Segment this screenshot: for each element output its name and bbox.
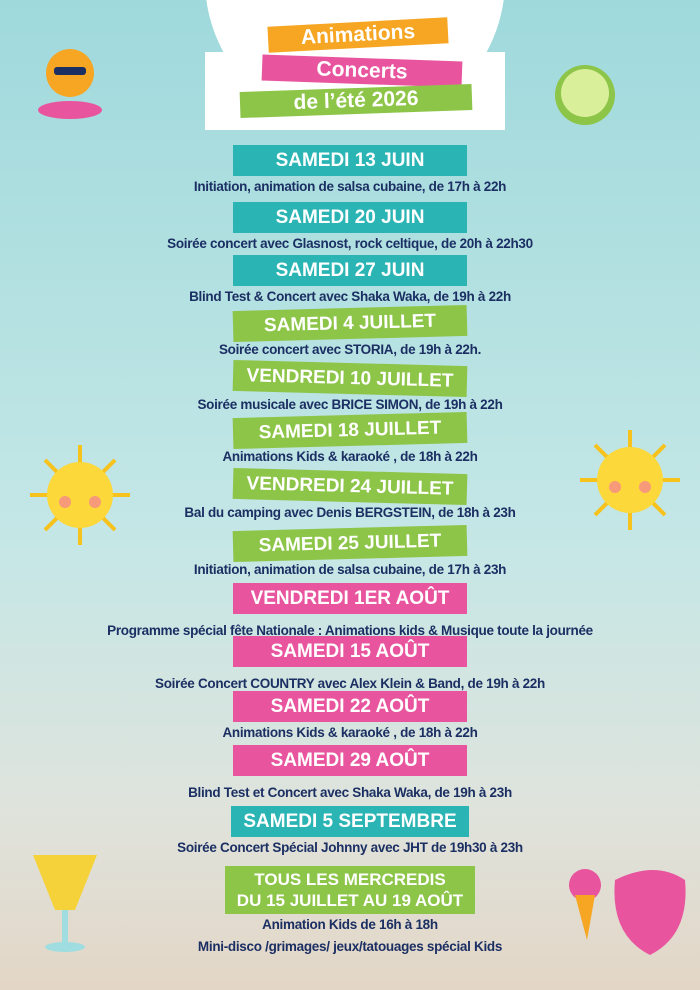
event-detail: Initiation, animation de salsa cubaine, … [193, 562, 507, 577]
event-date: TOUS LES MERCREDIS DU 15 JUILLET AU 19 AO… [224, 866, 476, 914]
event-date-line: SAMEDI 20 JUIN [275, 207, 425, 228]
event-detail: Bal du camping avec Denis BERGSTEIN, de … [184, 505, 516, 520]
event-date: SAMEDI 4 JUILLET [232, 304, 468, 343]
event-date-line: VENDREDI 24 JUILLET [246, 473, 454, 500]
event-detail: Programme spécial fête Nationale : Anima… [107, 623, 593, 638]
event: TOUS LES MERCREDIS DU 15 JUILLET AU 19 AO… [0, 866, 700, 958]
event: SAMEDI 29 AOÛT Blind Test et Concert avec… [0, 745, 700, 804]
event-detail: Animation Kids de 16h à 18h [262, 917, 438, 932]
strawberry-icon [569, 869, 686, 955]
event-detail: Initiation, animation de salsa cubaine, … [193, 179, 507, 194]
event-detail: Soirée concert avec STORIA, de 19h à 22h… [218, 342, 482, 357]
event-detail: Soirée musicale avec BRICE SIMON, de 19h… [197, 397, 503, 412]
event: SAMEDI 4 JUILLET Soirée concert avec STOR… [0, 304, 700, 361]
event: SAMEDI 20 JUIN Soirée concert avec Glasno… [0, 202, 700, 255]
event-date-line: VENDREDI 1ER AOÛT [250, 588, 450, 609]
event-date-line: SAMEDI 29 AOÛT [270, 750, 430, 771]
cocktail-icon [33, 855, 97, 952]
event: SAMEDI 18 JUILLET Animations Kids & karao… [0, 411, 700, 468]
event-date: VENDREDI 10 JUILLET [232, 359, 468, 398]
event-date-line: SAMEDI 22 AOÛT [270, 696, 430, 717]
coconut-icon [555, 65, 615, 125]
event: SAMEDI 15 AOÛT Soirée Concert COUNTRY ave… [0, 636, 700, 695]
event: VENDREDI 24 JUILLET Bal du camping avec D… [0, 467, 700, 524]
event-date-line: DU 15 JUILLET AU 19 AOÛT [236, 891, 464, 910]
event: VENDREDI 10 JUILLET Soirée musicale avec … [0, 359, 700, 416]
event-detail: Soirée Concert COUNTRY avec Alex Klein &… [155, 676, 545, 691]
sun-icon [580, 430, 680, 530]
sun-icon [30, 445, 130, 545]
event-detail: Blind Test et Concert avec Shaka Waka, d… [188, 785, 512, 800]
event-date-line: SAMEDI 18 JUILLET [258, 417, 442, 444]
event-date: SAMEDI 29 AOÛT [233, 745, 467, 776]
event-date-line: SAMEDI 15 AOÛT [270, 641, 430, 662]
event: SAMEDI 27 JUIN Blind Test & Concert avec … [0, 255, 700, 308]
event-date-line: VENDREDI 10 JUILLET [246, 365, 454, 392]
event-date: SAMEDI 22 AOÛT [233, 691, 467, 722]
event-date-line: SAMEDI 25 JUILLET [258, 530, 442, 557]
event-date: SAMEDI 13 JUIN [233, 145, 467, 176]
event-date-line: SAMEDI 13 JUIN [275, 150, 425, 171]
event-date: SAMEDI 27 JUIN [233, 255, 467, 286]
event-date-line: SAMEDI 5 SEPTEMBRE [243, 811, 457, 832]
event-date-line: SAMEDI 4 JUILLET [263, 310, 437, 337]
event-date: SAMEDI 5 SEPTEMBRE [231, 806, 469, 837]
event-date: SAMEDI 20 JUIN [233, 202, 467, 233]
event: SAMEDI 25 JUILLET Initiation, animation d… [0, 524, 700, 581]
event-date: VENDREDI 24 JUILLET [232, 467, 468, 506]
event-date-line: TOUS LES MERCREDIS [254, 870, 446, 889]
event-date: SAMEDI 18 JUILLET [232, 411, 468, 450]
event: SAMEDI 5 SEPTEMBRE Soirée Concert Spécial… [0, 806, 700, 859]
event: SAMEDI 13 JUIN Initiation, animation de s… [0, 145, 700, 198]
event-date-line: SAMEDI 27 JUIN [275, 260, 425, 281]
event-date: SAMEDI 15 AOÛT [233, 636, 467, 667]
event-detail: Soirée concert avec Glasnost, rock celti… [167, 236, 533, 251]
event-date: VENDREDI 1ER AOÛT [233, 583, 467, 614]
event-date: SAMEDI 25 JUILLET [232, 524, 468, 563]
orange-icon [38, 49, 102, 119]
event-detail: Blind Test & Concert avec Shaka Waka, de… [189, 289, 511, 304]
event-detail: Animations Kids & karaoké , de 18h à 22h [222, 449, 478, 464]
event: SAMEDI 22 AOÛT Animations Kids & karaoké … [0, 691, 700, 744]
event: VENDREDI 1ER AOÛT Programme spécial fête … [0, 583, 700, 642]
event-detail: Mini-disco /grimages/ jeux/tatouages spé… [197, 939, 503, 954]
event-detail: Animations Kids & karaoké , de 18h à 22h [222, 725, 478, 740]
event-detail: Soirée Concert Spécial Johnny avec JHT d… [177, 840, 523, 855]
